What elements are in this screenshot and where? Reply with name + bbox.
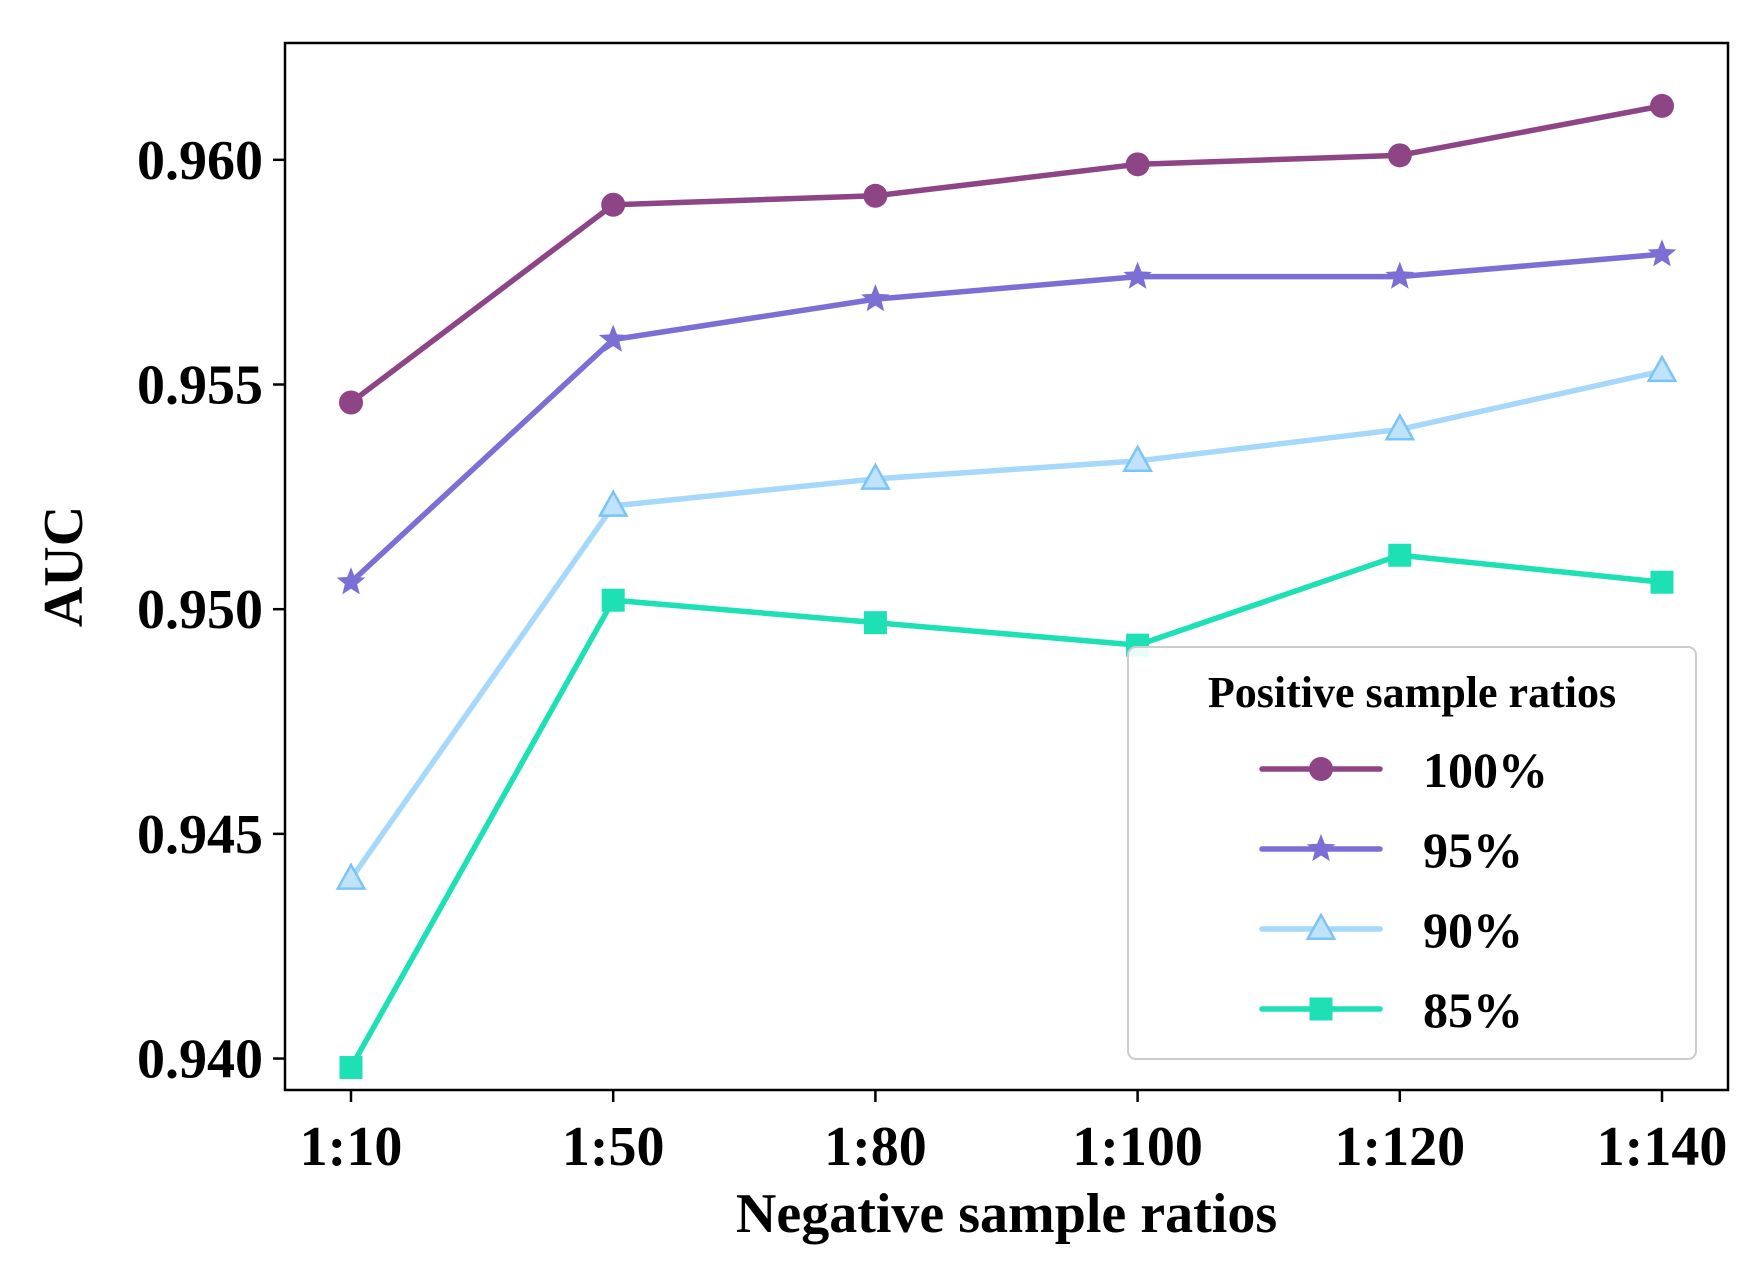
- plot-area: [335, 93, 1678, 1080]
- data-point-100: [1387, 143, 1412, 168]
- plot-frame: [283, 41, 1730, 1092]
- legend-title: Positive sample ratios: [1208, 668, 1616, 717]
- data-point-95: [1385, 261, 1415, 289]
- y-axis-label: AUC: [33, 506, 95, 627]
- data-point-100: [1125, 152, 1150, 177]
- x-tick-label: 1:100: [1072, 1116, 1203, 1178]
- legend-marker: [1306, 834, 1336, 862]
- legend-label: 100%: [1423, 742, 1548, 798]
- data-point-100: [1650, 93, 1674, 118]
- data-point-95: [336, 567, 366, 595]
- legend-marker: [1309, 757, 1333, 781]
- data-point-85: [339, 1056, 363, 1080]
- legend-item-95: 95%: [1259, 822, 1523, 878]
- data-point-100: [339, 390, 363, 415]
- y-tick-label: 0.945: [137, 804, 263, 866]
- legend-marker: [1305, 912, 1337, 941]
- data-point-90: [859, 462, 891, 490]
- data-point-85: [601, 588, 625, 612]
- series-line-90: [348, 368, 1665, 882]
- legend-marker: [1309, 997, 1333, 1021]
- legend-label: 90%: [1423, 902, 1523, 958]
- data-point-95: [1647, 239, 1677, 267]
- data-point-85: [1650, 570, 1674, 594]
- data-point-100: [863, 183, 888, 208]
- x-tick-label: 1:120: [1334, 1116, 1465, 1178]
- data-point-95: [861, 284, 890, 312]
- data-point-95: [598, 324, 628, 352]
- legend-label: 85%: [1423, 982, 1523, 1038]
- legend-items: 100% 95% 90% 85%: [1259, 742, 1548, 1038]
- legend-item-85: 85%: [1259, 982, 1523, 1038]
- legend-label: 95%: [1423, 822, 1523, 878]
- series-90: [335, 354, 1678, 890]
- x-tick-label: 1:10: [300, 1116, 403, 1178]
- series-85: [339, 543, 1674, 1080]
- x-axis-label: Negative sample ratios: [736, 1183, 1277, 1245]
- series-line-100: [348, 103, 1665, 406]
- legend-item-100: 100%: [1259, 742, 1548, 798]
- y-tick-label: 0.940: [137, 1029, 263, 1091]
- legend: Positive sample ratios 100% 95% 90% 85%: [1127, 646, 1697, 1060]
- series-line-85: [348, 552, 1665, 1071]
- y-tick-label: 0.955: [137, 355, 263, 417]
- data-point-90: [1122, 444, 1154, 472]
- y-tick-label: 0.950: [137, 579, 263, 641]
- x-tick-label: 1:140: [1597, 1116, 1728, 1178]
- data-point-100: [601, 192, 626, 217]
- data-point-90: [1384, 412, 1416, 441]
- data-point-95: [1123, 261, 1152, 289]
- x-tick-label: 1:50: [562, 1116, 665, 1178]
- data-point-85: [863, 611, 887, 635]
- data-point-90: [597, 489, 629, 517]
- data-point-90: [1646, 354, 1678, 383]
- x-axis: 1:10 1:50 1:80 1:100 1:120 1:140: [300, 1090, 1728, 1178]
- series-100: [339, 93, 1674, 415]
- x-tick-label: 1:80: [824, 1116, 927, 1178]
- series-95: [336, 239, 1677, 595]
- legend-box: [1127, 646, 1697, 1060]
- data-point-90: [335, 862, 367, 890]
- y-tick-label: 0.960: [137, 130, 263, 192]
- legend-item-90: 90%: [1259, 902, 1523, 958]
- data-point-85: [1388, 543, 1412, 567]
- y-axis: 0.940 0.945 0.950 0.955 0.960: [137, 130, 285, 1091]
- series-line-95: [348, 251, 1665, 585]
